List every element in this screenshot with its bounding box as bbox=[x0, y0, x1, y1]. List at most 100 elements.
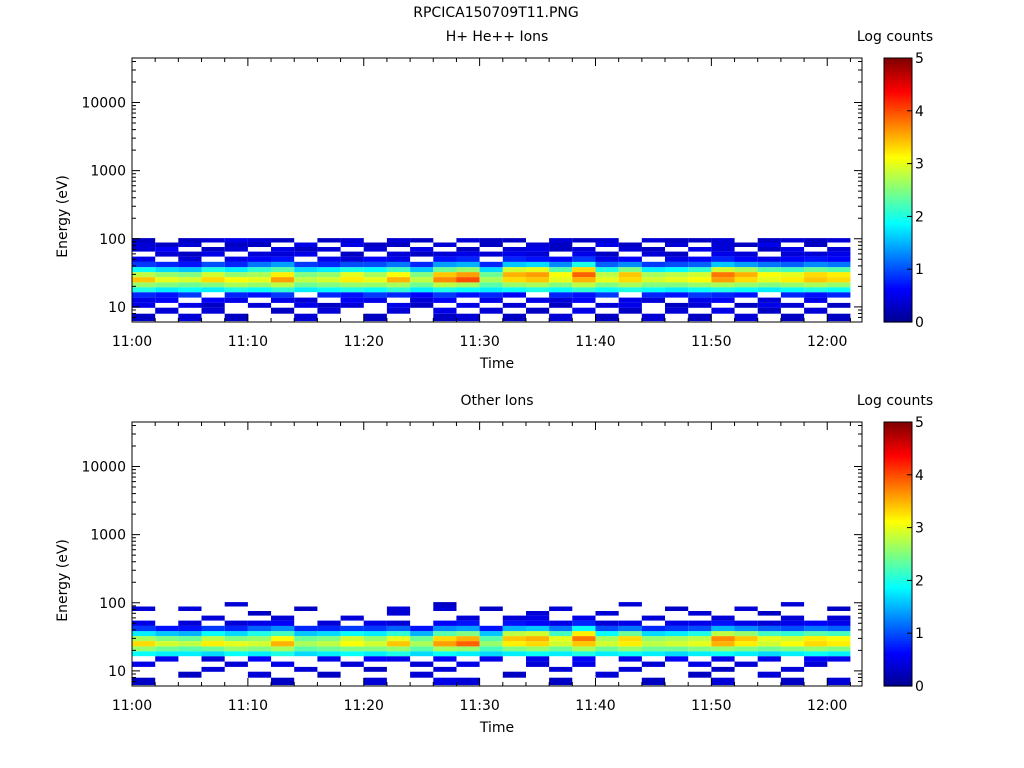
heatmap-cell bbox=[757, 267, 781, 273]
heatmap-cell bbox=[665, 272, 689, 278]
heatmap-cell bbox=[665, 651, 689, 657]
heatmap-cell bbox=[479, 606, 503, 611]
heatmap-cell bbox=[502, 671, 526, 678]
heatmap-cell bbox=[340, 636, 364, 642]
heatmap-cell bbox=[665, 251, 689, 257]
colorbar-swatch bbox=[884, 432, 912, 436]
heatmap-cell bbox=[502, 302, 526, 308]
heatmap-cell bbox=[734, 661, 758, 667]
heatmap-cell bbox=[502, 247, 526, 252]
heatmap-cell bbox=[618, 256, 642, 262]
heatmap-cell bbox=[780, 677, 805, 686]
colorbar-swatch bbox=[884, 226, 912, 231]
heatmap-cell bbox=[155, 277, 179, 283]
heatmap-cell bbox=[757, 646, 781, 652]
heatmap-cell bbox=[410, 261, 434, 268]
heatmap-cell bbox=[734, 302, 758, 308]
colorbar-swatch bbox=[884, 509, 912, 513]
colorbar-swatch bbox=[884, 110, 912, 115]
heatmap-cell bbox=[780, 651, 805, 657]
heatmap-cell bbox=[780, 247, 805, 252]
heatmap-cell bbox=[641, 247, 665, 252]
heatmap-cell bbox=[549, 631, 573, 637]
heatmap-cell bbox=[340, 631, 364, 637]
colorbar-swatch bbox=[884, 84, 912, 88]
heatmap-cell bbox=[479, 641, 503, 647]
heatmap-cell bbox=[155, 292, 179, 298]
heatmap-cell bbox=[271, 677, 295, 686]
heatmap-cell bbox=[433, 656, 457, 662]
heatmap-cell bbox=[410, 661, 434, 667]
heatmap-cell bbox=[526, 287, 550, 293]
heatmap-cell bbox=[224, 242, 248, 247]
heatmap-cell bbox=[572, 282, 596, 288]
heatmap-cell bbox=[271, 297, 295, 303]
heatmap-cell bbox=[688, 297, 712, 303]
heatmap-cell bbox=[502, 238, 526, 243]
heatmap-cell bbox=[665, 606, 689, 611]
heatmap-cell bbox=[271, 251, 295, 257]
heatmap-cell bbox=[386, 242, 411, 247]
colorbar-swatch bbox=[884, 158, 912, 162]
colorbar-swatch bbox=[884, 480, 912, 484]
heatmap-cell bbox=[549, 256, 573, 262]
heatmap-cell bbox=[271, 625, 295, 632]
colorbar-swatch bbox=[884, 308, 912, 313]
colorbar-swatch bbox=[884, 667, 912, 671]
heatmap-cell bbox=[572, 615, 596, 621]
colorbar-swatch bbox=[884, 675, 912, 679]
heatmap-cell bbox=[526, 242, 550, 247]
heatmap-cell bbox=[665, 292, 689, 298]
colorbar-swatch bbox=[884, 197, 912, 202]
heatmap-cell bbox=[294, 313, 318, 322]
heatmap-cell bbox=[247, 641, 272, 647]
colorbar-swatch bbox=[884, 277, 912, 281]
colorbar-swatch bbox=[884, 208, 912, 212]
colorbar-swatch bbox=[884, 97, 912, 101]
x-tick-label: 11:10 bbox=[228, 698, 268, 714]
heatmap-cell bbox=[410, 625, 434, 632]
heatmap-cell bbox=[665, 620, 689, 626]
heatmap-cell bbox=[224, 641, 248, 647]
heatmap-cell bbox=[688, 302, 712, 308]
colorbar-swatch bbox=[884, 643, 912, 647]
heatmap-cell bbox=[456, 677, 480, 686]
heatmap-cell bbox=[618, 267, 642, 273]
heatmap-cell bbox=[433, 606, 457, 611]
colorbar-swatch bbox=[884, 546, 912, 550]
figure-title: RPCICA150709T11.PNG bbox=[413, 5, 579, 21]
colorbar-swatch bbox=[884, 532, 912, 537]
colorbar-tick-label: 5 bbox=[915, 415, 924, 431]
heatmap-cell bbox=[317, 656, 341, 662]
heatmap-cell bbox=[317, 272, 341, 278]
heatmap-cell bbox=[595, 242, 619, 247]
heatmap-cell bbox=[780, 646, 805, 652]
heatmap-cell bbox=[688, 661, 712, 667]
heatmap-cell bbox=[271, 307, 295, 314]
heatmap-cell bbox=[132, 287, 156, 293]
heatmap-cell bbox=[363, 256, 387, 262]
colorbar-swatch bbox=[884, 609, 912, 613]
heatmap-cell bbox=[502, 282, 526, 288]
heatmap-cell bbox=[433, 261, 457, 268]
heatmap-cell bbox=[641, 287, 665, 293]
heatmap-cell bbox=[526, 247, 550, 252]
heatmap-cell bbox=[526, 307, 550, 314]
colorbar-swatch bbox=[884, 583, 912, 587]
heatmap-cell bbox=[827, 631, 851, 637]
heatmap-cell bbox=[526, 297, 550, 303]
heatmap-cell bbox=[804, 307, 828, 314]
colorbar-swatch bbox=[884, 89, 912, 93]
heatmap-cell bbox=[132, 302, 156, 308]
heatmap-cell bbox=[572, 620, 596, 626]
heatmap-cell bbox=[271, 631, 295, 637]
heatmap-cell bbox=[757, 671, 781, 678]
heatmap-cell bbox=[526, 661, 550, 667]
colorbar-tick-label: 3 bbox=[915, 157, 924, 173]
heatmap-cell bbox=[386, 307, 411, 314]
heatmap-cell bbox=[433, 313, 457, 322]
x-axis-label: Time bbox=[479, 720, 514, 736]
heatmap-cell bbox=[479, 242, 503, 247]
colorbar-swatch bbox=[884, 435, 912, 439]
